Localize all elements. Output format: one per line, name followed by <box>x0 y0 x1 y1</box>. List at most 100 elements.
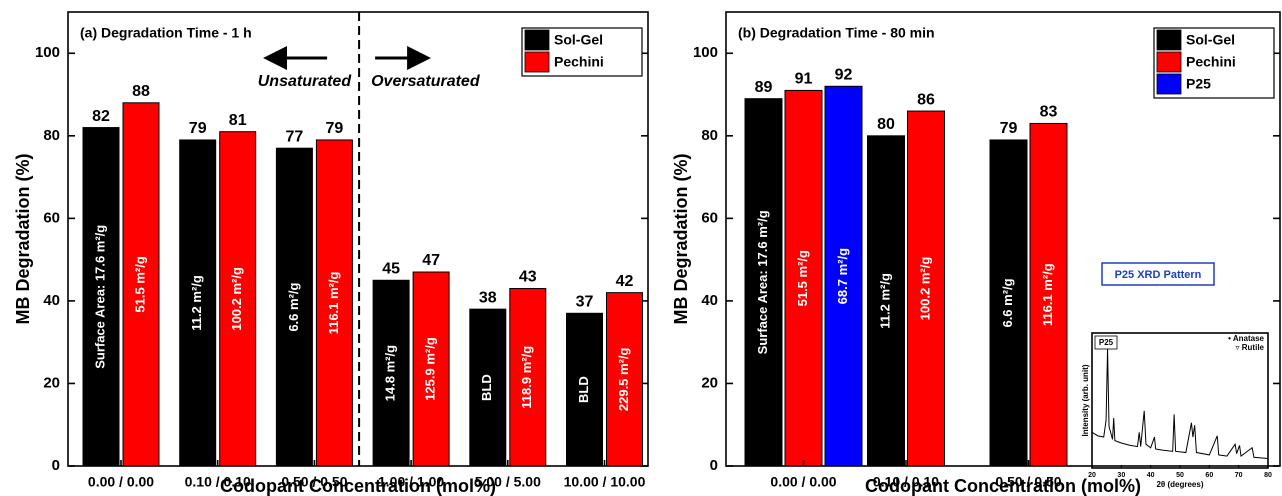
y-tick-label: 20 <box>43 374 60 391</box>
title-box <box>1101 262 1215 286</box>
x-tick-label: 0.00 / 0.00 <box>88 474 154 490</box>
value-label: 86 <box>917 91 935 108</box>
value-label: 91 <box>795 71 813 88</box>
bar-label: 100.2 m²/g <box>917 257 932 321</box>
bar-label: Surface Area: 17.6 m²/g <box>92 225 107 369</box>
bar <box>784 89 823 467</box>
x-tick-label: 0.50 / 0.50 <box>281 474 347 490</box>
value-label: 81 <box>229 112 247 129</box>
legend-swatch <box>1156 73 1182 95</box>
legend-swatch <box>524 29 550 51</box>
bar <box>179 139 217 467</box>
value-label: 77 <box>286 128 304 145</box>
bar <box>469 308 507 467</box>
y-tick-label: 40 <box>701 292 718 309</box>
bar-label: 14.8 m²/g <box>383 345 398 401</box>
bar <box>82 127 120 467</box>
value-label: 79 <box>189 120 207 137</box>
y-axis-title: MB Degradation (%) <box>13 153 33 324</box>
bar <box>566 312 603 467</box>
x-tick-label: 20 <box>1088 472 1096 479</box>
bar-label: 116.1 m²/g <box>326 271 341 334</box>
value-label: 79 <box>1000 120 1018 137</box>
legend-label: P25 <box>1186 76 1211 92</box>
value-label: 42 <box>616 273 634 290</box>
bar-label: 11.2 m²/g <box>877 273 892 329</box>
legend-label: ▿ Rutile <box>1236 343 1265 352</box>
annotation: Unsaturated <box>258 73 353 90</box>
y-axis-title: Intensity (arb. unit) <box>1081 364 1090 436</box>
bar <box>907 110 945 467</box>
y-tick-label: 80 <box>43 127 60 144</box>
bar <box>744 98 783 467</box>
legend-label: Pechini <box>1186 54 1236 70</box>
legend-label: Sol-Gel <box>554 32 603 48</box>
bar-label: 51.5 m²/g <box>132 256 147 312</box>
x-tick-label: 10.00 / 10.00 <box>564 474 646 490</box>
x-tick-label: 0.10 / 0.10 <box>873 474 939 490</box>
y-tick-label: 40 <box>43 292 60 309</box>
bar <box>867 135 905 467</box>
bar-label: Surface Area: 17.6 m²/g <box>755 210 770 354</box>
value-label: 82 <box>92 108 110 125</box>
bar <box>275 147 313 467</box>
bar <box>824 85 863 467</box>
xrd-line <box>1091 348 1269 459</box>
y-tick-label: 0 <box>52 457 60 474</box>
bar <box>1029 122 1068 467</box>
x-axis-title: 2θ (degrees) <box>1156 480 1203 489</box>
bar-label: 116.1 m²/g <box>1040 263 1055 326</box>
bar <box>989 139 1028 467</box>
bar <box>509 288 547 467</box>
value-label: 79 <box>326 120 344 137</box>
y-tick-label: 20 <box>701 374 718 391</box>
legend-swatch <box>1156 51 1182 73</box>
bar-label: 118.9 m²/g <box>519 346 534 409</box>
chart-title: (b) Degradation Time - 80 min <box>738 25 935 41</box>
x-tick-label: 0.50 / 0.50 <box>995 474 1061 490</box>
annotation: Oversaturated <box>371 73 481 90</box>
value-label: 83 <box>1040 104 1058 121</box>
inset-label: P25 <box>1099 338 1114 347</box>
x-tick-label: 5.00 / 5.00 <box>475 474 541 490</box>
y-tick-label: 80 <box>701 127 718 144</box>
legend-label: • Anatase <box>1228 334 1264 343</box>
inset-label-box <box>1094 335 1118 350</box>
bar <box>412 271 450 467</box>
bar-label: 6.6 m²/g <box>1000 278 1015 327</box>
value-label: 88 <box>132 83 150 100</box>
x-tick-label: 80 <box>1264 472 1272 479</box>
bar <box>219 131 257 467</box>
legend-label: Pechini <box>554 54 604 70</box>
legend-swatch <box>524 51 550 73</box>
x-tick-label: 1.00 / 1.00 <box>378 474 444 490</box>
bar <box>315 139 353 467</box>
y-axis-title: MB Degradation (%) <box>671 153 691 324</box>
x-tick-label: 50 <box>1176 472 1184 479</box>
value-label: 92 <box>835 67 853 84</box>
legend-label: Sol-Gel <box>1186 32 1235 48</box>
bar-label: BLD <box>576 376 591 403</box>
inset-title: P25 XRD Pattern <box>1115 269 1202 281</box>
bar <box>372 279 410 467</box>
x-axis-title: Codopant Concentration (mol%) <box>865 476 1141 496</box>
y-tick-label: 60 <box>701 209 718 226</box>
x-tick-label: 60 <box>1205 472 1213 479</box>
value-label: 45 <box>382 260 400 277</box>
bar-label: 68.7 m²/g <box>835 248 850 304</box>
legend-swatch <box>1156 29 1182 51</box>
chart-title: (a) Degradation Time - 1 h <box>80 25 252 41</box>
x-tick-label: 30 <box>1117 472 1125 479</box>
y-tick-label: 60 <box>43 209 60 226</box>
inset-frame <box>1091 332 1269 469</box>
bar-label: 125.9 m²/g <box>423 337 438 401</box>
value-label: 89 <box>755 79 773 96</box>
bar-label: 51.5 m²/g <box>795 250 810 306</box>
bar-label: 6.6 m²/g <box>286 282 301 331</box>
plot-frame <box>67 11 649 467</box>
value-label: 38 <box>479 289 497 306</box>
bar-label: 229.5 m²/g <box>616 347 631 411</box>
value-label: 43 <box>519 269 537 286</box>
